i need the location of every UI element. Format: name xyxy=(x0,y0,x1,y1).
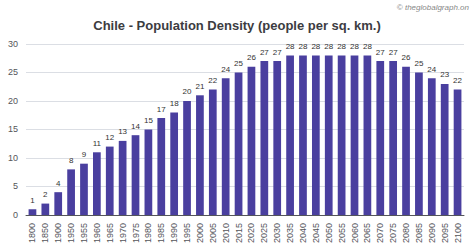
svg-text:2000: 2000 xyxy=(195,223,205,243)
svg-text:15: 15 xyxy=(8,124,18,134)
svg-text:1850: 1850 xyxy=(40,223,50,243)
svg-text:11: 11 xyxy=(93,139,102,148)
svg-text:28: 28 xyxy=(311,42,320,51)
svg-text:13: 13 xyxy=(118,127,127,136)
svg-text:27: 27 xyxy=(273,48,282,57)
svg-text:1965: 1965 xyxy=(105,223,115,243)
svg-text:2070: 2070 xyxy=(375,223,385,243)
svg-text:1950: 1950 xyxy=(66,223,76,243)
svg-text:25: 25 xyxy=(414,59,423,68)
svg-text:1990: 1990 xyxy=(169,223,179,243)
svg-text:2055: 2055 xyxy=(337,223,347,243)
svg-text:12: 12 xyxy=(105,133,114,142)
svg-text:1995: 1995 xyxy=(182,223,192,243)
svg-text:28: 28 xyxy=(286,42,295,51)
svg-text:2005: 2005 xyxy=(208,223,218,243)
svg-text:18: 18 xyxy=(170,99,179,108)
svg-text:27: 27 xyxy=(389,48,398,57)
svg-text:27: 27 xyxy=(260,48,269,57)
svg-text:2075: 2075 xyxy=(388,223,398,243)
svg-text:28: 28 xyxy=(337,42,346,51)
svg-text:2060: 2060 xyxy=(350,223,360,243)
svg-text:1980: 1980 xyxy=(143,223,153,243)
svg-text:2020: 2020 xyxy=(246,223,256,243)
svg-text:28: 28 xyxy=(299,42,308,51)
svg-text:28: 28 xyxy=(324,42,333,51)
svg-text:1960: 1960 xyxy=(92,223,102,243)
svg-text:28: 28 xyxy=(363,42,372,51)
svg-text:2010: 2010 xyxy=(221,223,231,243)
svg-text:21: 21 xyxy=(195,82,204,91)
svg-text:22: 22 xyxy=(208,76,217,85)
svg-text:25: 25 xyxy=(234,59,243,68)
svg-text:24: 24 xyxy=(427,65,436,74)
svg-text:14: 14 xyxy=(131,122,140,131)
svg-text:1975: 1975 xyxy=(131,223,141,243)
svg-text:1970: 1970 xyxy=(118,223,128,243)
svg-text:28: 28 xyxy=(350,42,359,51)
svg-text:2080: 2080 xyxy=(401,223,411,243)
svg-text:25: 25 xyxy=(8,67,18,77)
svg-text:2100: 2100 xyxy=(453,223,463,243)
svg-text:2045: 2045 xyxy=(311,223,321,243)
svg-text:2035: 2035 xyxy=(285,223,295,243)
svg-text:9: 9 xyxy=(82,150,87,159)
svg-text:2030: 2030 xyxy=(272,223,282,243)
svg-text:1955: 1955 xyxy=(79,223,89,243)
svg-text:1800: 1800 xyxy=(27,223,37,243)
svg-text:1900: 1900 xyxy=(53,223,63,243)
svg-text:27: 27 xyxy=(376,48,385,57)
svg-text:24: 24 xyxy=(221,65,230,74)
svg-text:Chile - Population Density (pe: Chile - Population Density (people per s… xyxy=(93,18,380,33)
svg-text:© theglobalgraph.on: © theglobalgraph.on xyxy=(397,3,470,12)
svg-text:2: 2 xyxy=(43,190,48,199)
svg-text:8: 8 xyxy=(69,156,74,165)
svg-text:1985: 1985 xyxy=(156,223,166,243)
svg-text:2090: 2090 xyxy=(427,223,437,243)
svg-text:2025: 2025 xyxy=(259,223,269,243)
svg-text:2015: 2015 xyxy=(234,223,244,243)
svg-text:26: 26 xyxy=(247,53,256,62)
svg-text:2085: 2085 xyxy=(414,223,424,243)
svg-text:4: 4 xyxy=(56,179,61,188)
svg-text:2040: 2040 xyxy=(298,223,308,243)
svg-text:23: 23 xyxy=(440,70,449,79)
svg-text:22: 22 xyxy=(453,76,462,85)
svg-text:2050: 2050 xyxy=(324,223,334,243)
svg-text:0: 0 xyxy=(13,210,18,220)
svg-text:5: 5 xyxy=(13,181,18,191)
svg-text:17: 17 xyxy=(157,105,166,114)
svg-text:10: 10 xyxy=(8,153,18,163)
svg-text:26: 26 xyxy=(402,53,411,62)
svg-text:20: 20 xyxy=(8,96,18,106)
svg-text:20: 20 xyxy=(183,87,192,96)
svg-text:2095: 2095 xyxy=(440,223,450,243)
svg-text:30: 30 xyxy=(8,39,18,49)
svg-text:2065: 2065 xyxy=(362,223,372,243)
svg-text:15: 15 xyxy=(144,116,153,125)
svg-text:1: 1 xyxy=(30,196,35,205)
